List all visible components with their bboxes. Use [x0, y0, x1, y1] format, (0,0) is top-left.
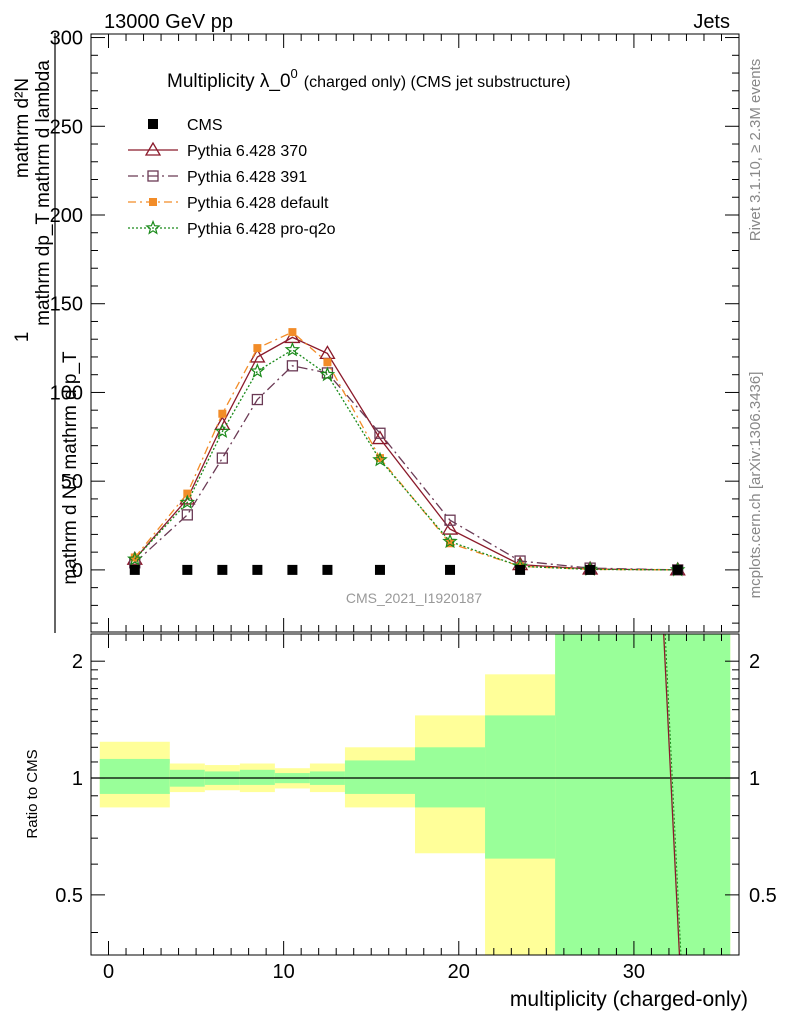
y-tick-label: 300	[50, 28, 83, 50]
legend-label: CMS	[187, 117, 223, 134]
ratio-y-tick-label: 0.5	[55, 885, 83, 907]
energy-label: 13000 GeV pp	[104, 11, 233, 33]
y-tick-label: 100	[50, 382, 83, 404]
ratio-series-line	[663, 634, 681, 955]
ratio-band-green	[344, 760, 415, 794]
data-point	[287, 564, 298, 575]
data-point	[284, 341, 301, 357]
ratio-bands	[91, 634, 739, 955]
data-point	[288, 328, 297, 337]
data-point	[214, 423, 231, 439]
ratio-plot-frame	[90, 633, 740, 956]
main-plot-frame	[90, 33, 740, 633]
data-point	[181, 509, 193, 521]
process-label: Jets	[693, 11, 730, 33]
main-plot-ticks: 0 50 100 150 200 250 300	[50, 28, 739, 632]
main-ylabel: 1 mathrm d²N mathrm dp_T mathrm d lambda…	[12, 33, 81, 633]
title-tail: (charged only) (CMS jet substructure)	[304, 74, 571, 91]
y-tick-label: 50	[61, 471, 83, 493]
data-point	[145, 219, 161, 235]
main-plot-marks	[126, 328, 686, 577]
y-tick-label: 150	[50, 294, 83, 316]
series-line	[134, 349, 678, 571]
ratio-y-tick-label: 2	[749, 651, 760, 673]
ratio-band-green	[485, 715, 556, 859]
series-line	[134, 331, 678, 571]
data-point	[127, 551, 143, 566]
data-point	[249, 363, 266, 378]
ylabel-denominator: mathrm d N / mathrm d p_T	[60, 351, 81, 585]
mcplots-label: mcplots.cern.ch [arXiv:1306.3436]	[747, 372, 764, 599]
data-point	[319, 366, 336, 382]
data-point	[372, 451, 388, 467]
legend-label: Pythia 6.428 pro-q2o	[187, 221, 336, 238]
series-line	[134, 365, 678, 571]
data-point	[253, 344, 262, 353]
ylabel-one: 1	[12, 332, 33, 343]
ratio-ylabel: Ratio to CMS	[24, 749, 41, 838]
ratio-y-tick-label: 2	[72, 651, 83, 673]
y-tick-label: 250	[50, 116, 83, 138]
data-point	[371, 430, 389, 445]
data-point	[286, 360, 299, 372]
data-point	[252, 564, 263, 575]
data-point	[183, 489, 192, 498]
ratio-plot-ticks: 0.5 0.51 12 20 10 20 30	[55, 634, 777, 983]
data-point	[179, 494, 196, 510]
data-point	[144, 141, 162, 156]
data-point	[374, 564, 385, 575]
data-point	[218, 409, 227, 418]
title-main: Multiplicity λ_0	[167, 71, 291, 92]
data-point	[148, 119, 158, 129]
ratio-y-tick-label: 1	[72, 768, 83, 790]
data-point	[251, 393, 264, 406]
data-point	[129, 564, 140, 575]
data-point	[515, 564, 526, 575]
x-axis-label: multiplicity (charged-only)	[510, 988, 748, 1011]
data-point	[214, 416, 231, 431]
data-point	[149, 198, 157, 206]
data-point	[323, 358, 332, 367]
ratio-y-tick-label: 1	[749, 768, 760, 790]
x-tick-label: 0	[103, 961, 114, 983]
legend-label: Pythia 6.428 391	[187, 169, 307, 186]
data-point	[445, 564, 456, 575]
data-point	[375, 454, 384, 463]
data-point	[442, 533, 458, 549]
rivet-label: Rivet 3.1.10, ≥ 2.3M events	[747, 59, 764, 242]
x-tick-label: 20	[448, 961, 470, 983]
data-point	[444, 514, 456, 526]
data-point	[182, 564, 193, 575]
legend-label: Pythia 6.428 default	[187, 195, 329, 212]
ratio-band-green	[415, 747, 486, 808]
y-tick-label: 0	[72, 560, 83, 582]
ylabel-numerator-full: mathrm dp_T mathrm d lambda	[33, 60, 54, 326]
data-point	[446, 539, 455, 548]
data-point	[322, 564, 333, 575]
data-point	[672, 564, 683, 575]
x-tick-label: 30	[623, 961, 645, 983]
legend: CMS Pythia 6.428 370 Pythia 6.428 391 Pythi…	[128, 117, 336, 238]
legend-label: Pythia 6.428 370	[187, 143, 307, 160]
ratio-series-line	[664, 634, 682, 955]
data-point	[319, 345, 336, 360]
data-point	[585, 564, 596, 575]
data-point	[147, 170, 159, 182]
analysis-tag: CMS_2021_I1920187	[346, 590, 482, 606]
ratio-y-tick-label: 0.5	[749, 885, 777, 907]
series-line	[134, 336, 678, 571]
ratio-band-green	[555, 634, 731, 955]
data-point	[374, 427, 386, 439]
x-tick-label: 10	[273, 961, 295, 983]
ylabel-numerator: mathrm d²N	[12, 78, 33, 178]
y-tick-label: 200	[50, 205, 83, 227]
ratio-band-green	[239, 769, 275, 785]
ratio-band-green	[99, 758, 170, 794]
data-point	[217, 564, 228, 575]
title-superscript: 0	[291, 66, 298, 81]
data-point	[130, 553, 139, 562]
data-point	[216, 452, 229, 464]
main-plot-title: Multiplicity λ_00 (charged only) (CMS jet…	[167, 66, 571, 92]
